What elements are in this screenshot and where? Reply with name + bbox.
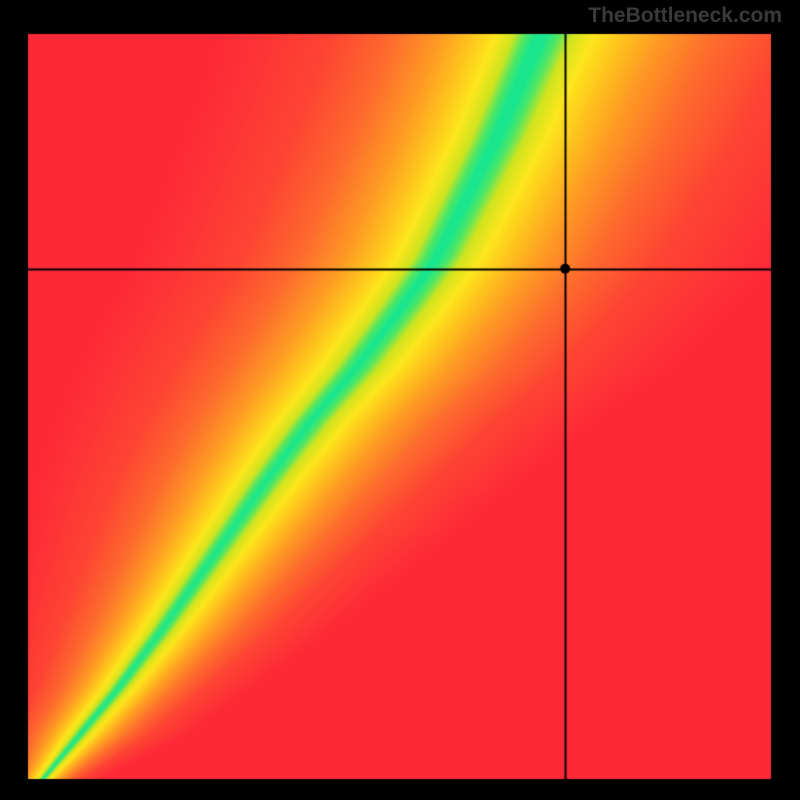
chart-container: TheBottleneck.com: [0, 0, 800, 800]
heatmap-canvas: [0, 0, 800, 800]
